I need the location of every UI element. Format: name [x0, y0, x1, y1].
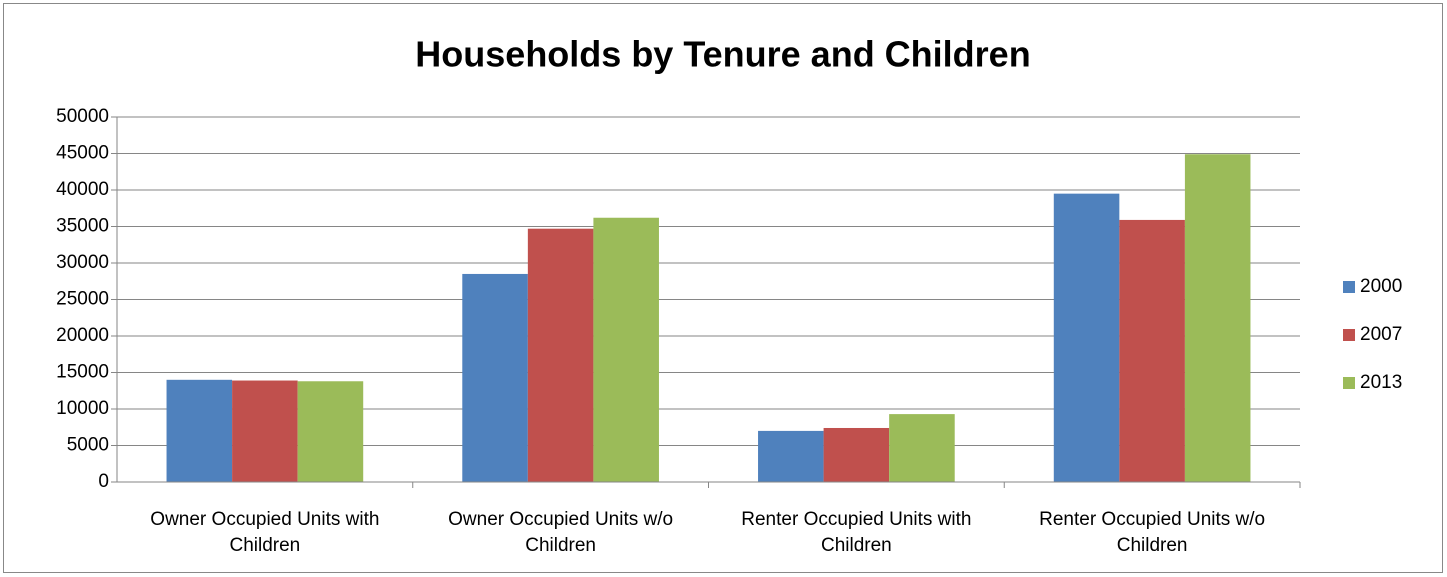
bar	[527, 228, 594, 482]
bar	[1184, 154, 1251, 483]
y-tick-label: 45000	[56, 143, 109, 164]
y-tick-label: 20000	[56, 325, 109, 346]
y-tick-label: 35000	[56, 216, 109, 237]
legend-swatch	[1343, 329, 1355, 341]
chart-title: Households by Tenure and Children	[415, 34, 1030, 75]
y-tick-label: 15000	[56, 362, 109, 383]
bar	[166, 379, 233, 482]
x-tick-label: Renter Occupied Units w/o Children	[1039, 509, 1266, 556]
x-tick-label: Owner Occupied Units with Children	[150, 509, 380, 556]
bar	[593, 217, 659, 483]
y-tick-label: 30000	[56, 252, 109, 273]
bar	[232, 380, 298, 482]
x-tick-label: Owner Occupied Units w/o Children	[448, 509, 674, 556]
y-tick-label: 5000	[67, 435, 109, 456]
legend-label: 2013	[1360, 372, 1402, 393]
bar	[889, 414, 955, 482]
x-tick-label: Renter Occupied Units with Children	[741, 509, 972, 556]
y-tick-label: 0	[98, 471, 109, 492]
y-tick-label: 25000	[56, 289, 109, 310]
bar	[297, 381, 364, 482]
legend-label: 2007	[1360, 324, 1402, 345]
legend-swatch	[1343, 377, 1355, 389]
bar	[462, 273, 528, 482]
legend-label: 2000	[1360, 276, 1402, 297]
bar	[1119, 219, 1185, 482]
bar	[1053, 193, 1120, 482]
legend-swatch	[1343, 281, 1355, 293]
bar	[758, 430, 824, 482]
y-tick-label: 50000	[56, 106, 109, 127]
y-tick-label: 10000	[56, 398, 109, 419]
bar	[823, 427, 890, 482]
y-tick-label: 40000	[56, 179, 109, 200]
